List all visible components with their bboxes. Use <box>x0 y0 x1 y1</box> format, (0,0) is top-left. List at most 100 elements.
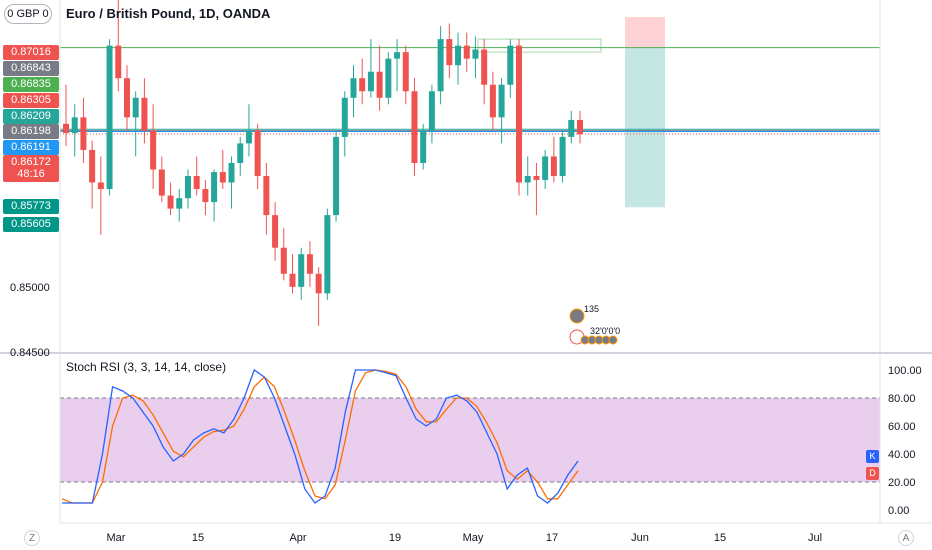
candle <box>202 179 209 216</box>
candle-body <box>306 254 313 274</box>
currency-chip[interactable]: 0 GBP 0 <box>4 4 52 24</box>
stoch-band-fill <box>60 398 880 482</box>
candle-body <box>542 156 549 180</box>
price-pane[interactable] <box>60 0 880 345</box>
price-tag: 0.85773 <box>3 199 59 214</box>
stoch-scale-label: 80.00 <box>888 393 916 405</box>
candle <box>141 78 148 144</box>
time-axis-label: Mar <box>107 532 126 544</box>
candle-body <box>89 149 96 183</box>
candle <box>298 247 305 300</box>
candle-body <box>71 117 78 133</box>
candle-body <box>115 45 122 79</box>
candle-body <box>394 52 401 59</box>
stoch-rsi-pane[interactable] <box>60 368 880 504</box>
price-tag: 0.86172 <box>3 155 59 170</box>
candle <box>376 45 383 111</box>
drawn-rectangle <box>477 38 602 53</box>
candle <box>71 104 78 157</box>
candle-body <box>80 117 87 150</box>
candle <box>150 104 157 190</box>
price-tag: 0.86843 <box>3 61 59 76</box>
candle-body <box>550 156 557 176</box>
candle <box>184 169 191 209</box>
candle <box>559 130 566 183</box>
candle <box>498 78 505 144</box>
candle-body <box>263 176 270 216</box>
candle-body <box>472 49 479 59</box>
candle <box>132 91 139 157</box>
candle <box>211 169 218 222</box>
candle-body <box>228 162 235 183</box>
stoch-scale-label: 60.00 <box>888 421 916 433</box>
candle <box>463 32 470 72</box>
candle-body <box>237 143 244 163</box>
price-tag: 0.86191 <box>3 140 59 155</box>
stoch-scale-label: 100.00 <box>888 365 922 377</box>
candle <box>193 156 200 196</box>
time-axis-label: Jul <box>808 532 822 544</box>
long-position-stop-zone <box>625 16 665 48</box>
candle-body <box>298 254 305 287</box>
candle-body <box>359 78 366 92</box>
time-axis-label: Apr <box>289 532 306 544</box>
candle <box>263 162 270 235</box>
candle-body <box>150 130 157 170</box>
candle <box>428 84 435 144</box>
annotation-dot-icon <box>608 335 618 345</box>
candle-body <box>437 39 444 92</box>
candle-body <box>315 273 322 294</box>
time-axis-label: 19 <box>389 532 401 544</box>
candle <box>167 182 174 216</box>
candle <box>402 45 409 105</box>
candle-body <box>245 130 252 144</box>
candle-body <box>341 97 348 137</box>
candle-body <box>577 119 583 135</box>
candle <box>550 136 557 183</box>
candle-body <box>193 176 200 190</box>
candle-body <box>280 247 287 274</box>
candle <box>394 39 401 92</box>
candle-body <box>385 58 392 98</box>
candle-body <box>158 169 165 196</box>
stoch-k-badge: K <box>866 450 879 463</box>
candle-body <box>402 52 409 92</box>
stoch-k-line <box>62 368 579 504</box>
zoom-button[interactable]: Z <box>24 530 40 546</box>
candle <box>115 0 122 92</box>
candle-body <box>533 176 540 180</box>
stoch-scale-label: 40.00 <box>888 449 916 461</box>
candle <box>228 156 235 209</box>
candle <box>158 156 165 203</box>
annotation-clock-icon <box>569 308 585 324</box>
candle-body <box>411 91 418 163</box>
candle-body <box>106 45 113 190</box>
candle-body <box>176 198 183 209</box>
price-tag: 0.86198 <box>3 124 59 139</box>
candle <box>455 32 462 85</box>
candle <box>350 65 357 118</box>
candle <box>481 39 488 105</box>
candle-body <box>489 84 496 118</box>
auto-scale-button[interactable]: A <box>898 530 914 546</box>
candle <box>542 149 549 190</box>
price-tag: 0.86209 <box>3 109 59 124</box>
candle <box>315 267 322 326</box>
stoch-d-line <box>61 369 579 504</box>
candle <box>254 123 261 190</box>
candle <box>472 36 479 79</box>
price-tag: 0.86835 <box>3 77 59 92</box>
candle-body <box>367 71 374 92</box>
candle-body <box>420 130 427 163</box>
price-tag: 0.85605 <box>3 217 59 232</box>
price-tag: 0.87016 <box>3 45 59 60</box>
candle <box>524 156 531 196</box>
candle <box>97 156 104 235</box>
candle-body <box>428 91 435 131</box>
annotation-label-time: 32'0'0'0 <box>590 326 621 336</box>
price-tag: 0.86305 <box>3 93 59 108</box>
candle <box>123 65 130 131</box>
candle-body <box>516 45 523 183</box>
candle <box>280 228 287 281</box>
